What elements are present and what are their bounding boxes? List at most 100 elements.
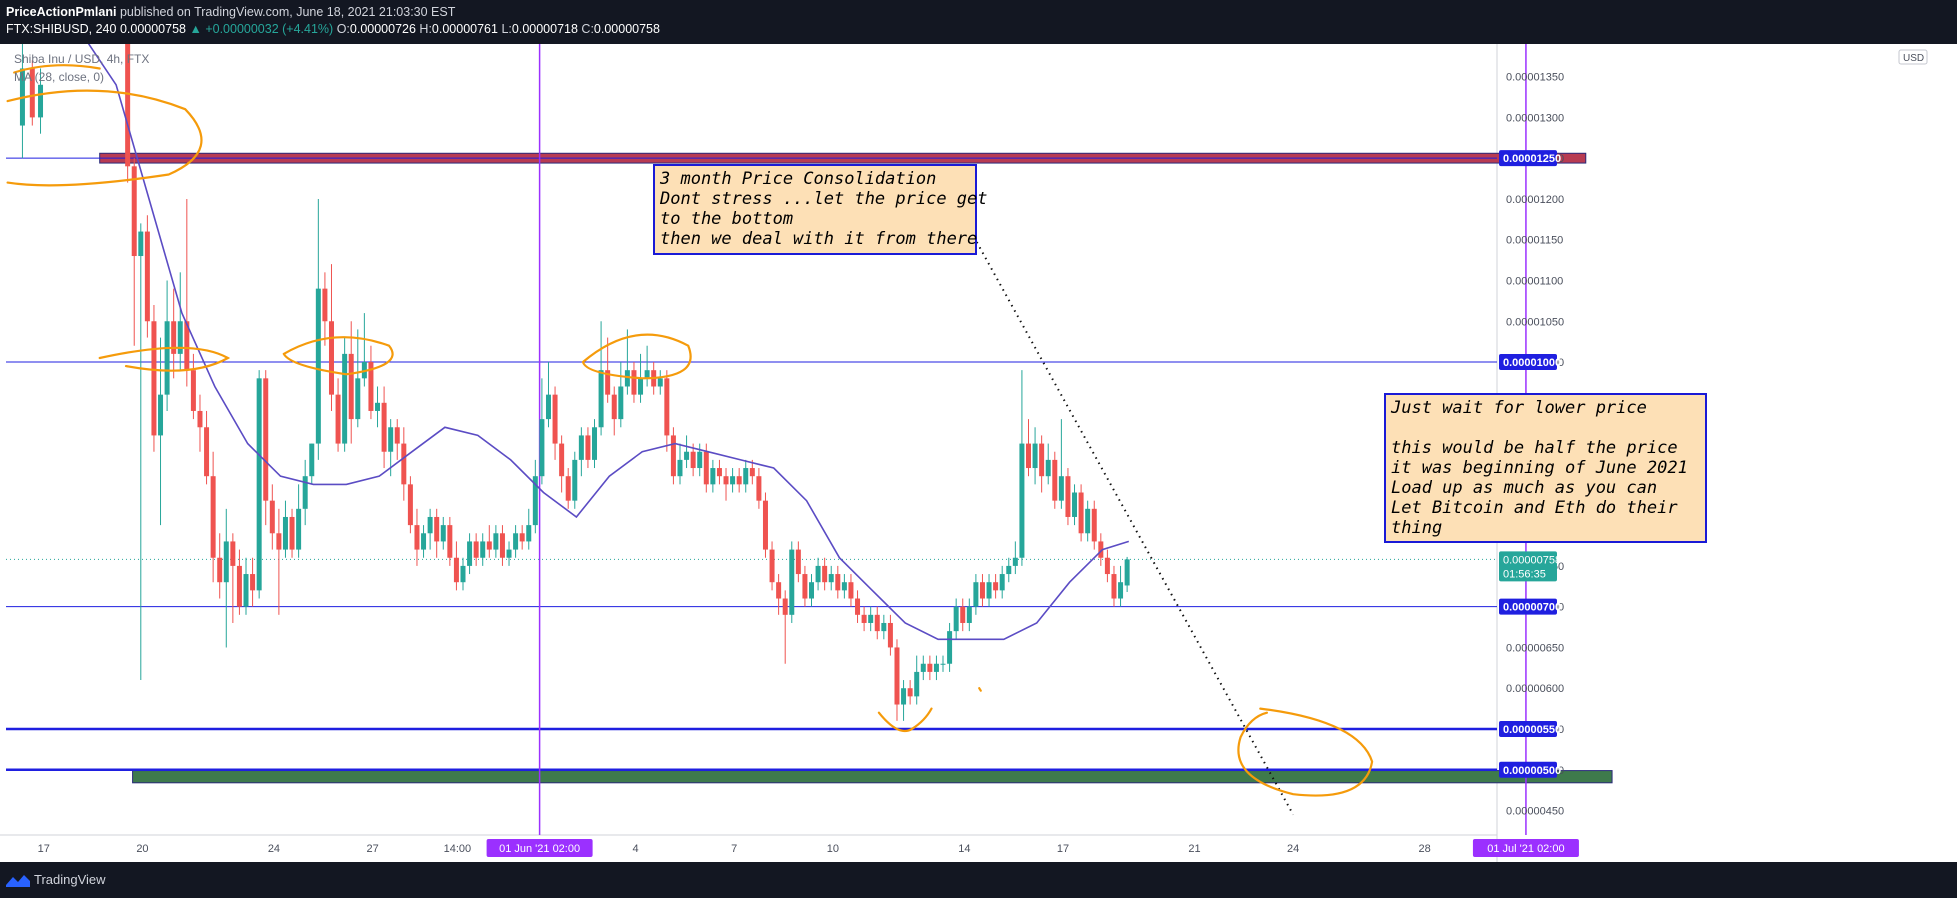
candle (670, 427, 676, 485)
candle-body (881, 622, 887, 632)
candle (986, 574, 992, 607)
candle-body (177, 321, 183, 354)
candle-body (1065, 476, 1071, 517)
level-price-label: 0.00000500 (1503, 765, 1561, 777)
candle (539, 378, 545, 485)
candle-body (125, 44, 131, 167)
y-tick-label: 0.00001050 (1506, 316, 1564, 328)
candle (289, 508, 295, 558)
level-price-label: 0.00001000 (1503, 357, 1561, 369)
ma-legend[interactable]: MA (28, close, 0) (14, 70, 105, 84)
candle (631, 362, 637, 403)
y-tick-label: 0.00001100 (1506, 275, 1563, 287)
candle (598, 321, 604, 436)
candle-body (158, 394, 164, 436)
level-price-label: 0.00001250 (1503, 153, 1561, 165)
target-circle (1237, 707, 1374, 797)
candle-body (598, 370, 604, 428)
candle-body (973, 582, 979, 607)
candle-body (144, 231, 150, 322)
candle-body (269, 500, 275, 534)
y-tick-label: 0.00001150 (1506, 235, 1563, 247)
candle-body (657, 378, 663, 387)
candle-body (605, 370, 611, 395)
candle (499, 525, 505, 566)
candle (276, 508, 282, 615)
candle-body (532, 476, 538, 526)
candle (263, 370, 269, 526)
candle (243, 557, 249, 615)
candle-body (328, 321, 334, 395)
candle (809, 574, 815, 607)
candle-body (828, 574, 834, 583)
consolidation-note[interactable]: 3 month Price Consolidation Dont stress … (653, 164, 988, 255)
current-price-label: 0.00000758 (1503, 554, 1561, 566)
candle (375, 386, 381, 428)
candle-body (782, 598, 788, 615)
double-top-circle-2 (282, 336, 394, 376)
candle (1039, 435, 1045, 493)
tradingview-logo-icon (6, 875, 30, 887)
candle-body (1124, 559, 1130, 586)
candle-body (29, 68, 35, 118)
level-price-label: 0.00000700 (1503, 602, 1561, 614)
candle-body (342, 353, 348, 444)
candle-body (526, 525, 532, 542)
candle-body (276, 533, 282, 550)
price-scribble (13, 64, 101, 74)
candle-body (1052, 459, 1058, 501)
x-tick-label: 7 (731, 843, 737, 855)
candle-body (217, 557, 223, 583)
symbol-legend[interactable]: Shiba Inu / USD, 4h, FTX (14, 52, 150, 66)
candle (1019, 370, 1025, 566)
candle-body (670, 435, 676, 477)
candle (440, 516, 446, 550)
candle (1012, 541, 1018, 575)
candle-body (171, 321, 177, 354)
candle (592, 419, 598, 469)
footer-brand[interactable]: TradingView (34, 872, 106, 887)
candle-body (933, 663, 939, 672)
candle-body (736, 476, 742, 485)
candle-body (966, 606, 972, 623)
author-name[interactable]: PriceActionPmlani (6, 5, 117, 19)
candle-body (296, 508, 302, 550)
candle-body (302, 476, 308, 509)
candle-body (138, 231, 144, 257)
x-tick-label: 28 (1419, 843, 1431, 855)
candle (572, 451, 578, 509)
candle (1118, 565, 1124, 607)
candle-body (802, 574, 808, 599)
candle-body (677, 459, 683, 477)
open-label: O: (336, 22, 350, 36)
candle-body (204, 427, 210, 477)
candle-body (539, 419, 545, 477)
candle (973, 574, 979, 615)
candle-body (368, 362, 374, 411)
candle (171, 288, 177, 379)
candle (914, 655, 920, 705)
candle (802, 565, 808, 607)
candle-body (1032, 443, 1038, 469)
candle-body (618, 386, 624, 420)
candle (552, 386, 558, 460)
wait-note[interactable]: Just wait for lower price this would be … (1384, 393, 1707, 543)
candle-body (407, 484, 413, 526)
candle-body (868, 614, 874, 623)
high-label: H: (419, 22, 432, 36)
candle (1091, 500, 1097, 550)
candle-body (795, 549, 801, 575)
candle (38, 68, 44, 134)
x-tick-label: 17 (38, 843, 50, 855)
candle-body (815, 565, 821, 583)
candle (743, 459, 749, 493)
double-top-circle-3 (581, 333, 692, 380)
candle (519, 525, 525, 550)
candle (453, 541, 459, 591)
candle (999, 565, 1005, 599)
candle-body (480, 541, 486, 558)
candle-body (920, 663, 926, 672)
candle-body (256, 378, 262, 591)
candle-body (887, 622, 893, 648)
candle-body (749, 468, 755, 477)
